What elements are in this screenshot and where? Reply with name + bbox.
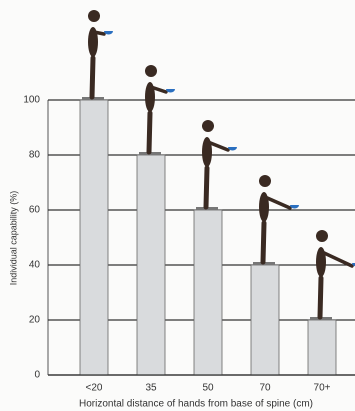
bar	[137, 155, 165, 375]
head	[88, 10, 100, 22]
y-tick-label: 60	[29, 205, 41, 216]
x-tick-label: 50	[202, 383, 214, 394]
bar	[80, 100, 108, 375]
y-axis-label: Individual capability (%)	[8, 191, 18, 286]
x-tick-label: <20	[86, 383, 103, 394]
head	[259, 175, 271, 187]
leg	[320, 278, 321, 317]
x-tick-label: 70	[259, 383, 271, 394]
bar	[308, 320, 336, 375]
leg	[206, 168, 207, 207]
y-tick-label: 40	[29, 260, 41, 271]
leg	[92, 58, 93, 97]
bar	[251, 265, 279, 375]
head	[145, 65, 157, 77]
arm	[94, 32, 104, 34]
figure	[253, 175, 299, 265]
y-tick-label: 20	[29, 315, 41, 326]
figure	[82, 10, 113, 100]
arm	[322, 252, 352, 266]
bar	[194, 210, 222, 375]
figure	[139, 65, 175, 155]
y-tick-label: 80	[29, 150, 41, 161]
figure	[196, 120, 237, 210]
x-tick-label: 35	[145, 383, 157, 394]
x-axis-label: Horizontal distance of hands from base o…	[79, 399, 313, 410]
figure	[310, 230, 355, 320]
x-tick-label: 70+	[314, 383, 331, 394]
y-tick-label: 0	[34, 370, 40, 381]
head	[202, 120, 214, 132]
head	[316, 230, 328, 242]
leg	[263, 223, 264, 262]
leg	[149, 113, 150, 152]
y-tick-label: 100	[23, 95, 40, 106]
chart: Individual capability (%) Horizontal dis…	[0, 0, 355, 411]
